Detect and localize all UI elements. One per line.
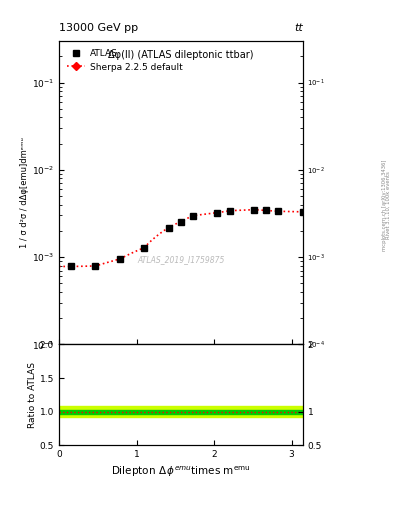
Y-axis label: Ratio to ATLAS: Ratio to ATLAS [28,362,37,428]
ATLAS [215,210,220,216]
Bar [59,407,303,417]
Y-axis label: 1 / σ d²σ / dΔφ[emu]dmᵉᵐᵘ: 1 / σ d²σ / dΔφ[emu]dmᵉᵐᵘ [20,137,29,248]
Line: ATLAS: ATLAS [68,207,305,269]
ATLAS [142,245,147,251]
ATLAS [166,224,171,230]
Legend: ATLAS, Sherpa 2.2.5 default: ATLAS, Sherpa 2.2.5 default [63,46,186,75]
ATLAS [69,263,73,269]
ATLAS [264,207,268,214]
ATLAS [178,219,183,225]
ATLAS [93,263,98,269]
ATLAS [252,206,256,212]
X-axis label: Dilepton $\Delta\,\phi^{emu}$times $\rm m^{emu}$: Dilepton $\Delta\,\phi^{emu}$times $\rm … [111,465,251,479]
ATLAS [191,212,195,219]
Bar [59,410,303,414]
Text: ATLAS_2019_I1759875: ATLAS_2019_I1759875 [137,255,224,264]
ATLAS [276,208,281,215]
ATLAS [227,208,232,214]
Text: mcplots.cern.ch [arXiv:1306.3436]: mcplots.cern.ch [arXiv:1306.3436] [382,159,387,250]
Text: 13000 GeV pp: 13000 GeV pp [59,23,138,33]
Text: Δφ(ll) (ATLAS dileptonic ttbar): Δφ(ll) (ATLAS dileptonic ttbar) [108,50,253,60]
ATLAS [300,209,305,215]
ATLAS [118,256,122,262]
Text: tt: tt [294,23,303,33]
Text: Rivet 3.1.10, 100k events: Rivet 3.1.10, 100k events [386,171,391,239]
